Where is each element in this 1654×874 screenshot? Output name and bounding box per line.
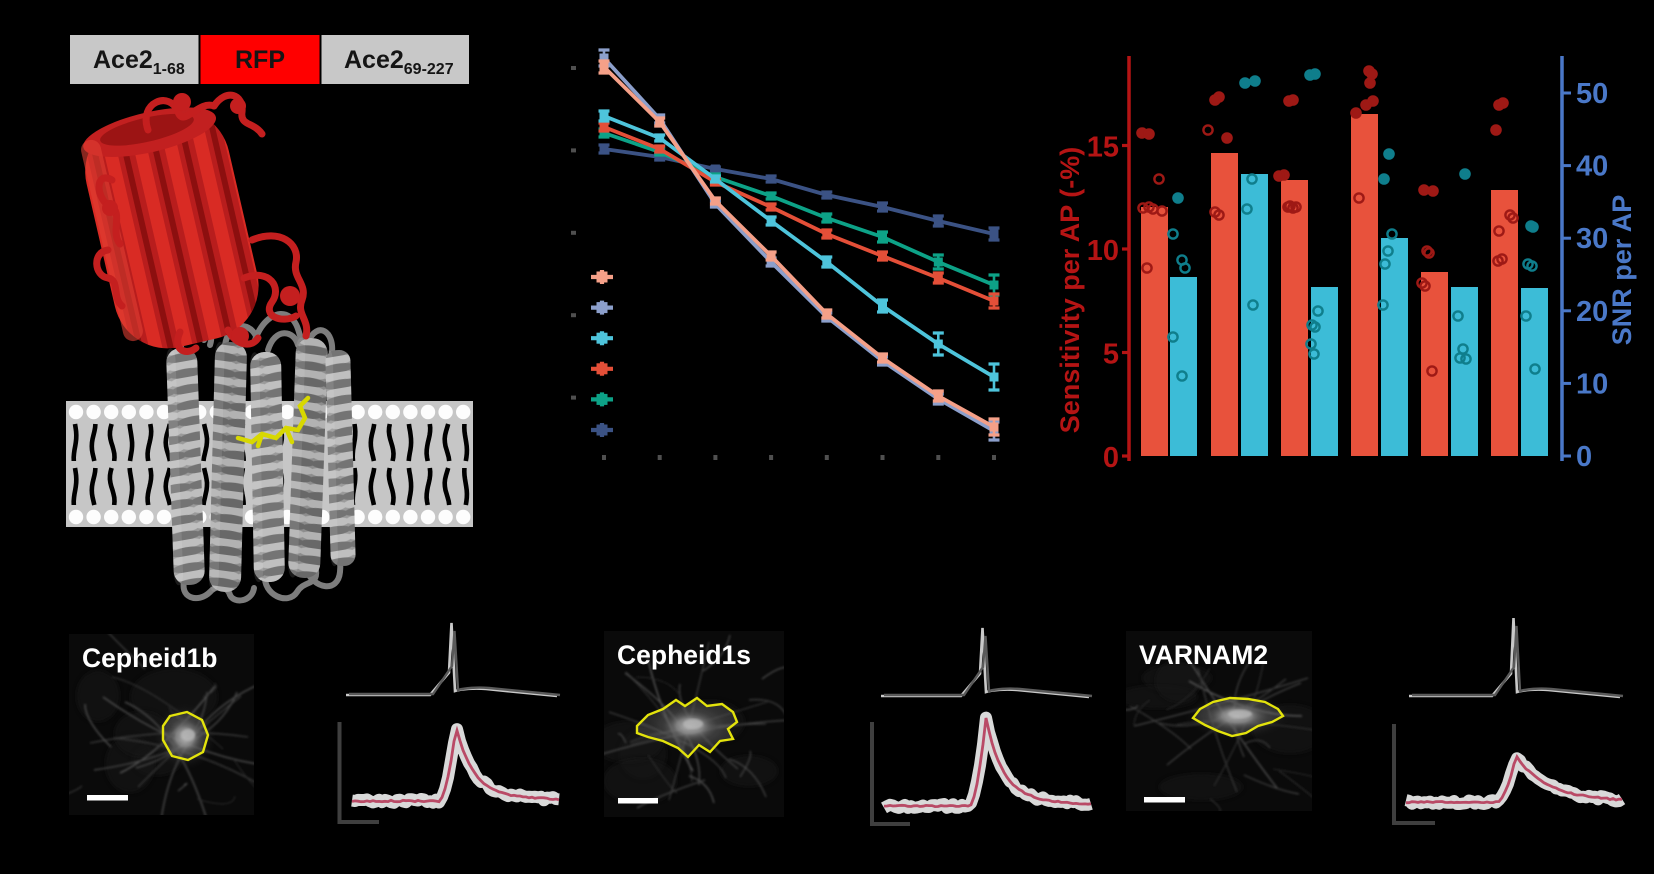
svg-text:5: 5: [1103, 339, 1119, 371]
svg-text:20: 20: [1576, 296, 1608, 328]
svg-text:Sensitivity per AP (-%): Sensitivity per AP (-%): [1055, 147, 1085, 434]
svg-text:VARNAM2: VARNAM2: [1139, 640, 1268, 670]
svg-text:50: 50: [1576, 78, 1608, 110]
svg-text:Cepheid1s: Cepheid1s: [617, 640, 751, 670]
svg-text:10: 10: [1087, 235, 1119, 267]
svg-text:10: 10: [1576, 368, 1608, 400]
svg-text:15: 15: [1087, 132, 1119, 164]
svg-text:0: 0: [1103, 442, 1119, 474]
svg-text:40: 40: [1576, 151, 1608, 183]
svg-text:Cepheid1b: Cepheid1b: [82, 643, 217, 673]
svg-text:0: 0: [1576, 441, 1592, 473]
svg-text:30: 30: [1576, 223, 1608, 255]
svg-text:Ace21-68: Ace21-68: [93, 46, 185, 78]
svg-text:RFP: RFP: [235, 46, 285, 74]
svg-text:SNR per AP: SNR per AP: [1607, 195, 1637, 346]
